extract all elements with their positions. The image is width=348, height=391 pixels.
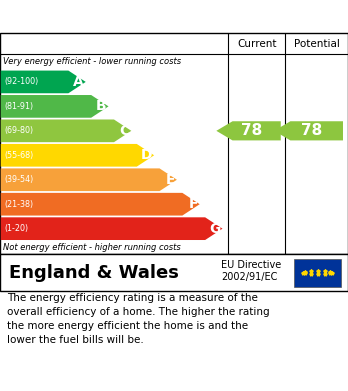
Text: Not energy efficient - higher running costs: Not energy efficient - higher running co… (3, 243, 181, 252)
Text: Energy Efficiency Rating: Energy Efficiency Rating (9, 7, 238, 26)
Text: E: E (166, 173, 175, 187)
Polygon shape (1, 217, 222, 240)
Text: (1-20): (1-20) (4, 224, 28, 233)
Polygon shape (216, 121, 281, 140)
Text: Very energy efficient - lower running costs: Very energy efficient - lower running co… (3, 57, 182, 66)
Text: (39-54): (39-54) (4, 175, 33, 184)
Text: (69-80): (69-80) (4, 126, 33, 135)
Text: A: A (73, 75, 84, 89)
Text: C: C (119, 124, 129, 138)
Text: G: G (209, 222, 221, 236)
Text: Current: Current (237, 39, 276, 49)
Bar (294, 258, 341, 287)
Text: (92-100): (92-100) (4, 77, 38, 86)
Text: 78: 78 (241, 123, 262, 138)
Text: Potential: Potential (294, 39, 340, 49)
Text: B: B (96, 99, 107, 113)
Polygon shape (274, 121, 343, 140)
Text: (21-38): (21-38) (4, 200, 33, 209)
Text: The energy efficiency rating is a measure of the
overall efficiency of a home. T: The energy efficiency rating is a measur… (7, 293, 270, 345)
Polygon shape (1, 95, 109, 118)
Polygon shape (1, 70, 86, 93)
Text: England & Wales: England & Wales (9, 264, 179, 282)
Text: D: D (141, 148, 152, 162)
Text: 78: 78 (301, 123, 323, 138)
Polygon shape (1, 169, 177, 191)
Polygon shape (1, 193, 200, 215)
Text: (81-91): (81-91) (4, 102, 33, 111)
Text: (55-68): (55-68) (4, 151, 33, 160)
Polygon shape (1, 120, 131, 142)
Text: EU Directive
2002/91/EC: EU Directive 2002/91/EC (221, 260, 281, 282)
Text: F: F (189, 197, 198, 211)
Polygon shape (1, 144, 154, 167)
